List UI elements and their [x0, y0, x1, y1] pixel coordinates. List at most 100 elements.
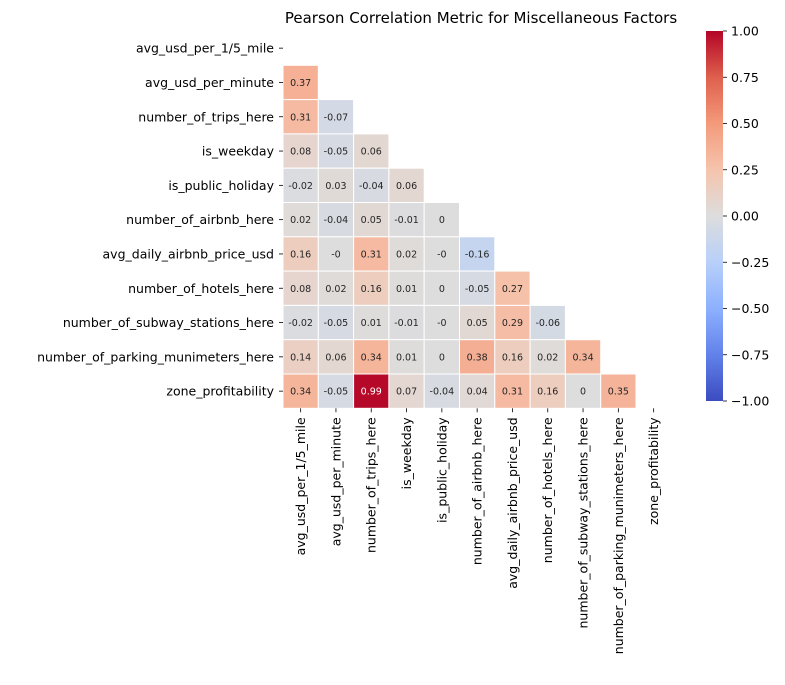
- heatmap-cell: [282, 270, 319, 306]
- cell-value-label: 0.16: [290, 249, 311, 260]
- heatmap-cell: [388, 202, 425, 238]
- cell-value-label: -0.04: [324, 215, 349, 226]
- heatmap-cell: [353, 236, 390, 272]
- cell-value-label: -0.04: [359, 181, 384, 192]
- heatmap-cell: [353, 304, 390, 341]
- cell-value-label: 0.34: [361, 352, 382, 363]
- heatmap-cell: [282, 339, 319, 375]
- cell-value-label: 0.34: [290, 387, 311, 398]
- cell-value-label: -0.02: [288, 318, 313, 329]
- heatmap-cell: [317, 167, 355, 203]
- heatmap-cell: [388, 373, 425, 409]
- y-tick-label: is_public_holiday: [168, 178, 274, 193]
- cell-value-label: 0.01: [396, 352, 417, 363]
- cell-value-label: 0.14: [290, 352, 311, 363]
- cell-value-label: 0.04: [467, 387, 488, 398]
- y-tick-label: is_weekday: [202, 144, 275, 159]
- y-tick-label: zone_profitability: [166, 384, 274, 399]
- x-tick-label: number_of_hotels_here: [540, 417, 555, 563]
- cell-value-label: 0.16: [537, 387, 558, 398]
- cell-value-label: 0.08: [290, 147, 311, 158]
- heatmap-cell: [317, 270, 355, 306]
- x-tick-label: zone_profitability: [646, 417, 661, 525]
- cell-value-label: 0: [580, 387, 586, 398]
- y-tick-label: number_of_parking_munimeters_here: [37, 349, 274, 364]
- y-tick-label: avg_usd_per_1/5_mile: [136, 41, 274, 56]
- cell-value-label: -0.05: [324, 387, 349, 398]
- y-tick-label: number_of_airbnb_here: [126, 212, 274, 227]
- cell-value-label: -0.06: [535, 318, 560, 329]
- cell-value-label: -0.07: [324, 112, 349, 123]
- x-tick-label: avg_usd_per_minute: [328, 417, 343, 546]
- heatmap-cell: [600, 373, 637, 409]
- cell-value-label: 0.01: [361, 318, 382, 329]
- x-tick-label: is_public_holiday: [434, 417, 449, 523]
- cell-value-label: -0.02: [288, 181, 313, 192]
- cell-value-label: 0.05: [467, 318, 488, 329]
- cell-value-label: -0: [437, 318, 446, 329]
- colorbar-tick-label: −1.00: [731, 394, 769, 409]
- colorbar-tick-label: −0.25: [731, 255, 769, 270]
- heatmap-cell: [494, 270, 531, 306]
- heatmap-cell: [388, 236, 425, 272]
- heatmap-cell: [282, 99, 319, 135]
- heatmap-cell: [317, 236, 355, 272]
- colorbar-tick-label: −0.75: [731, 347, 769, 362]
- y-tick-label: number_of_hotels_here: [128, 281, 274, 296]
- cell-value-label: 0: [439, 352, 445, 363]
- cell-value-label: -0.05: [324, 318, 349, 329]
- cell-value-label: 0.06: [361, 147, 382, 158]
- heatmap-cell: [529, 373, 566, 409]
- x-tick-label: avg_usd_per_1/5_mile: [293, 417, 308, 555]
- cell-value-label: 0.37: [290, 78, 311, 89]
- heatmap-cell: [564, 373, 602, 409]
- cell-value-label: 0.08: [290, 284, 311, 295]
- cell-value-label: 0.01: [396, 284, 417, 295]
- x-tick-label: number_of_trips_here: [364, 417, 379, 553]
- cell-value-label: -0: [437, 249, 446, 260]
- cell-value-label: 0.31: [502, 387, 523, 398]
- cell-value-label: 0.31: [290, 112, 311, 123]
- colorbar-tick-label: 1.00: [731, 24, 759, 39]
- cell-value-label: 0.02: [396, 249, 417, 260]
- cell-value-label: -0.01: [394, 318, 419, 329]
- y-tick-label: number_of_trips_here: [138, 109, 274, 124]
- cell-value-label: 0: [439, 215, 445, 226]
- cell-value-label: -0.05: [465, 284, 490, 295]
- colorbar-tick-label: 0.50: [731, 116, 759, 131]
- chart-title: Pearson Correlation Metric for Miscellan…: [285, 9, 677, 27]
- colorbar-tick-label: 0.25: [731, 162, 759, 177]
- heatmap-cell: [388, 167, 425, 203]
- heatmap-cell: [282, 373, 319, 409]
- heatmap-cell: [423, 236, 461, 272]
- x-tick-label: number_of_airbnb_here: [470, 417, 485, 565]
- cell-value-label: 0.06: [325, 352, 346, 363]
- y-tick-label: avg_usd_per_minute: [145, 75, 274, 90]
- heatmap-cell: [317, 373, 355, 409]
- cell-value-label: -0.01: [394, 215, 419, 226]
- heatmap-cell: [282, 304, 319, 341]
- cell-value-label: 0.99: [361, 387, 382, 398]
- x-tick-label: number_of_subway_stations_here: [576, 417, 591, 628]
- cell-value-label: 0.02: [290, 215, 311, 226]
- cell-value-label: -0: [331, 249, 340, 260]
- heatmap-cell: [423, 373, 461, 409]
- cell-value-label: 0.06: [396, 181, 417, 192]
- heatmap-cell: [564, 339, 602, 375]
- cell-value-label: 0.02: [325, 284, 346, 295]
- colorbar: 1.00 0.75 0.50 0.25 0.00 −0.25 −0.50 −0.75 −1.00: [706, 24, 769, 409]
- cell-value-label: 0.07: [396, 387, 417, 398]
- colorbar-tick-label: −0.50: [731, 301, 769, 316]
- cell-value-label: -0.04: [430, 387, 455, 398]
- heatmap-cells: 0.37 0.31 -0.07 0.08 -0.05 0.06 -0.02 0.03 -0.04…: [282, 64, 637, 409]
- y-tick-labels: avg_usd_per_1/5_mile avg_usd_per_minutenu…: [37, 41, 283, 399]
- cell-value-label: 0.38: [467, 352, 488, 363]
- cell-value-label: 0.16: [361, 284, 382, 295]
- colorbar-tick-label: 0.75: [731, 70, 759, 85]
- cell-value-label: -0.05: [324, 147, 349, 158]
- cell-value-label: 0.31: [361, 249, 382, 260]
- heatmap-cell: [529, 304, 566, 341]
- cell-value-label: 0.05: [361, 215, 382, 226]
- y-tick-label: number_of_subway_stations_here: [63, 315, 274, 330]
